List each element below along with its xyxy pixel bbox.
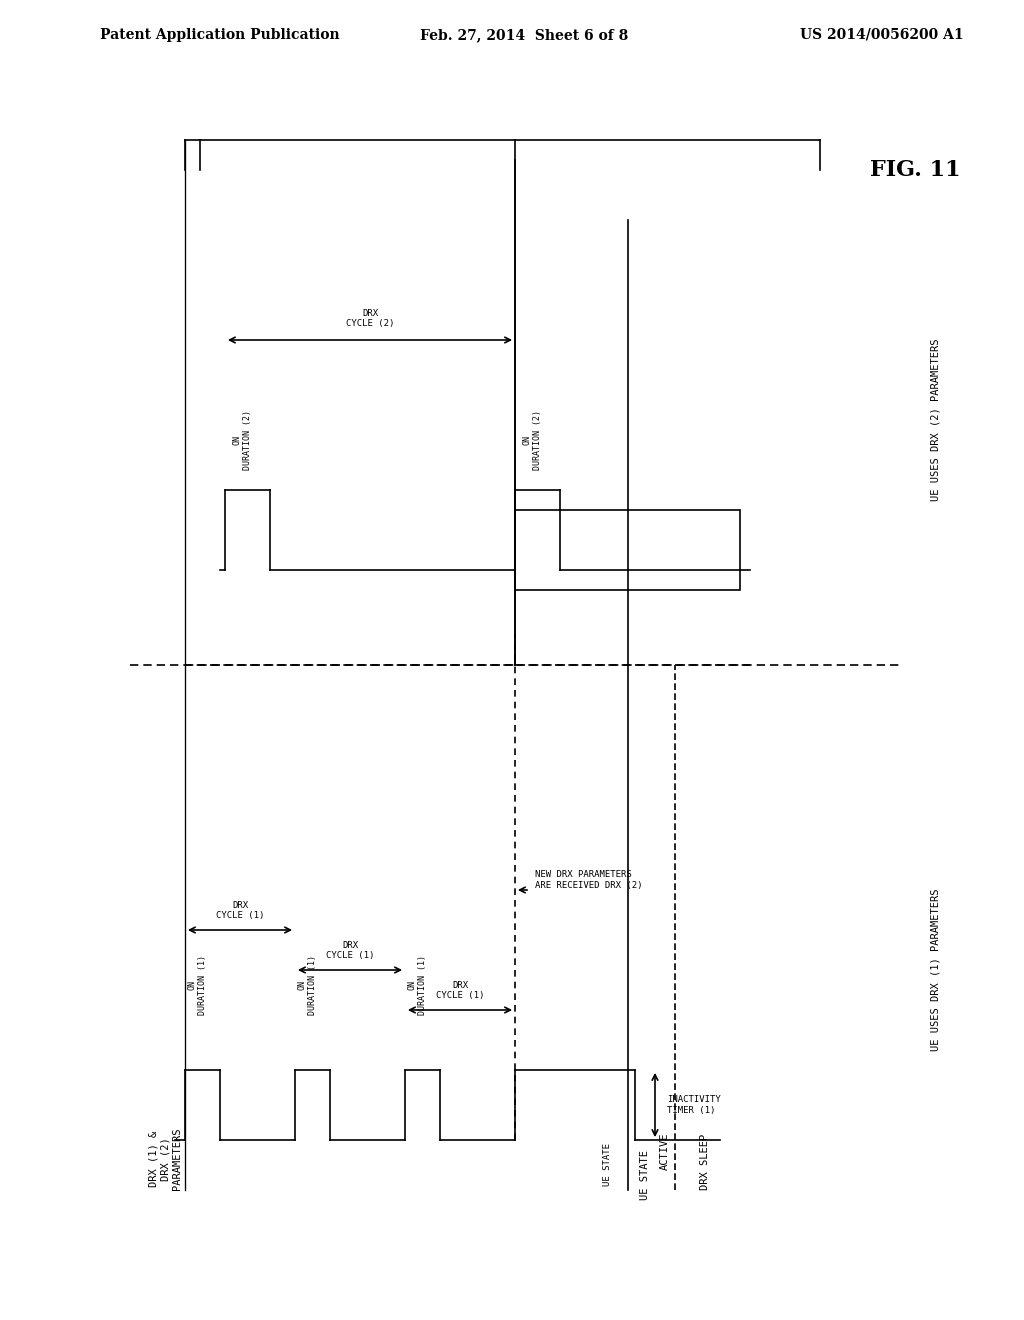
Text: Patent Application Publication: Patent Application Publication [100, 28, 340, 42]
Text: FIG. 11: FIG. 11 [870, 158, 961, 181]
Text: Feb. 27, 2014  Sheet 6 of 8: Feb. 27, 2014 Sheet 6 of 8 [420, 28, 629, 42]
Text: DRX
CYCLE (1): DRX CYCLE (1) [216, 900, 264, 920]
Text: DRX (1) &
DRX (2)
PARAMETERS: DRX (1) & DRX (2) PARAMETERS [148, 1127, 181, 1191]
Text: ON
DURATION (1): ON DURATION (1) [408, 954, 427, 1015]
Text: DRX
CYCLE (1): DRX CYCLE (1) [436, 981, 484, 1001]
Text: ON
DURATION (1): ON DURATION (1) [187, 954, 207, 1015]
Text: NEW DRX PARAMETERS
ARE RECEIVED DRX (2): NEW DRX PARAMETERS ARE RECEIVED DRX (2) [535, 870, 642, 890]
Text: UE USES DRX (1) PARAMETERS: UE USES DRX (1) PARAMETERS [930, 888, 940, 1051]
Text: ACTIVE: ACTIVE [660, 1133, 670, 1170]
Bar [515, 510, 740, 590]
Text: DRX
CYCLE (1): DRX CYCLE (1) [326, 941, 374, 960]
Text: UE STATE: UE STATE [640, 1150, 650, 1200]
Text: ON
DURATION (2): ON DURATION (2) [523, 411, 542, 470]
Text: ON
DURATION (2): ON DURATION (2) [232, 411, 252, 470]
Text: UE STATE: UE STATE [603, 1143, 612, 1187]
Text: DRX SLEEP: DRX SLEEP [700, 1134, 710, 1191]
Text: US 2014/0056200 A1: US 2014/0056200 A1 [800, 28, 964, 42]
Text: UE USES DRX (2) PARAMETERS: UE USES DRX (2) PARAMETERS [930, 339, 940, 502]
Text: ON
DURATION (1): ON DURATION (1) [298, 954, 317, 1015]
Text: INACTIVITY
TIMER (1): INACTIVITY TIMER (1) [667, 1096, 721, 1114]
Text: DRX
CYCLE (2): DRX CYCLE (2) [346, 309, 394, 327]
